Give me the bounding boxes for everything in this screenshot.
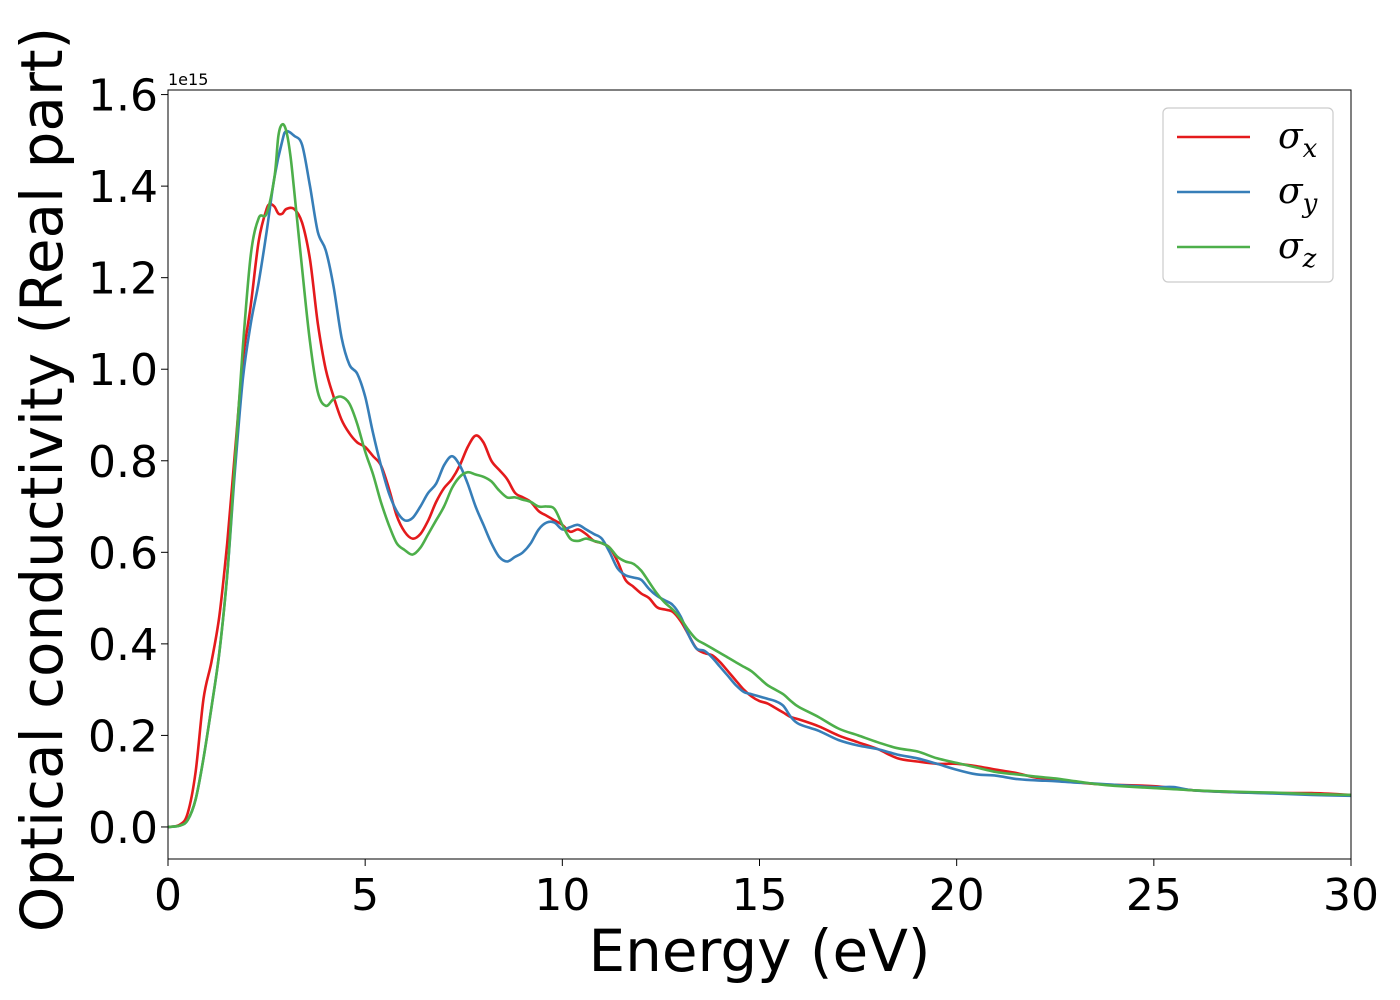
x-tick-label: 10	[534, 870, 590, 921]
legend-label-y: σy	[1278, 171, 1318, 219]
y-tick-label: 0.4	[88, 620, 158, 671]
x-axis-title: Energy (eV)	[588, 917, 930, 985]
y-tick-label: 0.0	[88, 803, 158, 854]
y-tick-label: 1.6	[88, 71, 158, 122]
legend-label-x: σx	[1278, 116, 1318, 164]
y-axis: 0.0 0.2 0.4 0.6 0.8 1.0 1.2 1.4 1.6	[88, 71, 168, 854]
legend-box	[1162, 107, 1334, 283]
x-tick-label: 25	[1126, 870, 1182, 921]
legend: σx σy σz	[1162, 107, 1334, 283]
x-tick-label: 30	[1323, 870, 1379, 921]
x-tick-label: 20	[929, 870, 985, 921]
y-tick-label: 1.4	[88, 162, 158, 213]
series-layer	[168, 122, 1351, 829]
x-axis: 0 5 10 15 20 25 30	[154, 859, 1379, 921]
y-tick-label: 1.0	[88, 345, 158, 396]
series-line-z	[168, 122, 1351, 829]
y-axis-title: Optical conductivity (Real part)	[8, 27, 76, 932]
y-tick-label: 0.6	[88, 528, 158, 579]
x-tick-label: 5	[351, 870, 379, 921]
series-line-y	[168, 129, 1351, 829]
y-offset-text: 1e15	[168, 70, 208, 89]
y-tick-label: 0.2	[88, 711, 158, 762]
x-tick-label: 15	[732, 870, 788, 921]
y-tick-label: 0.8	[88, 437, 158, 488]
series-line-x	[168, 203, 1351, 829]
legend-label-z: σz	[1278, 226, 1317, 274]
y-tick-label: 1.2	[88, 254, 158, 305]
x-tick-label: 0	[154, 870, 182, 921]
